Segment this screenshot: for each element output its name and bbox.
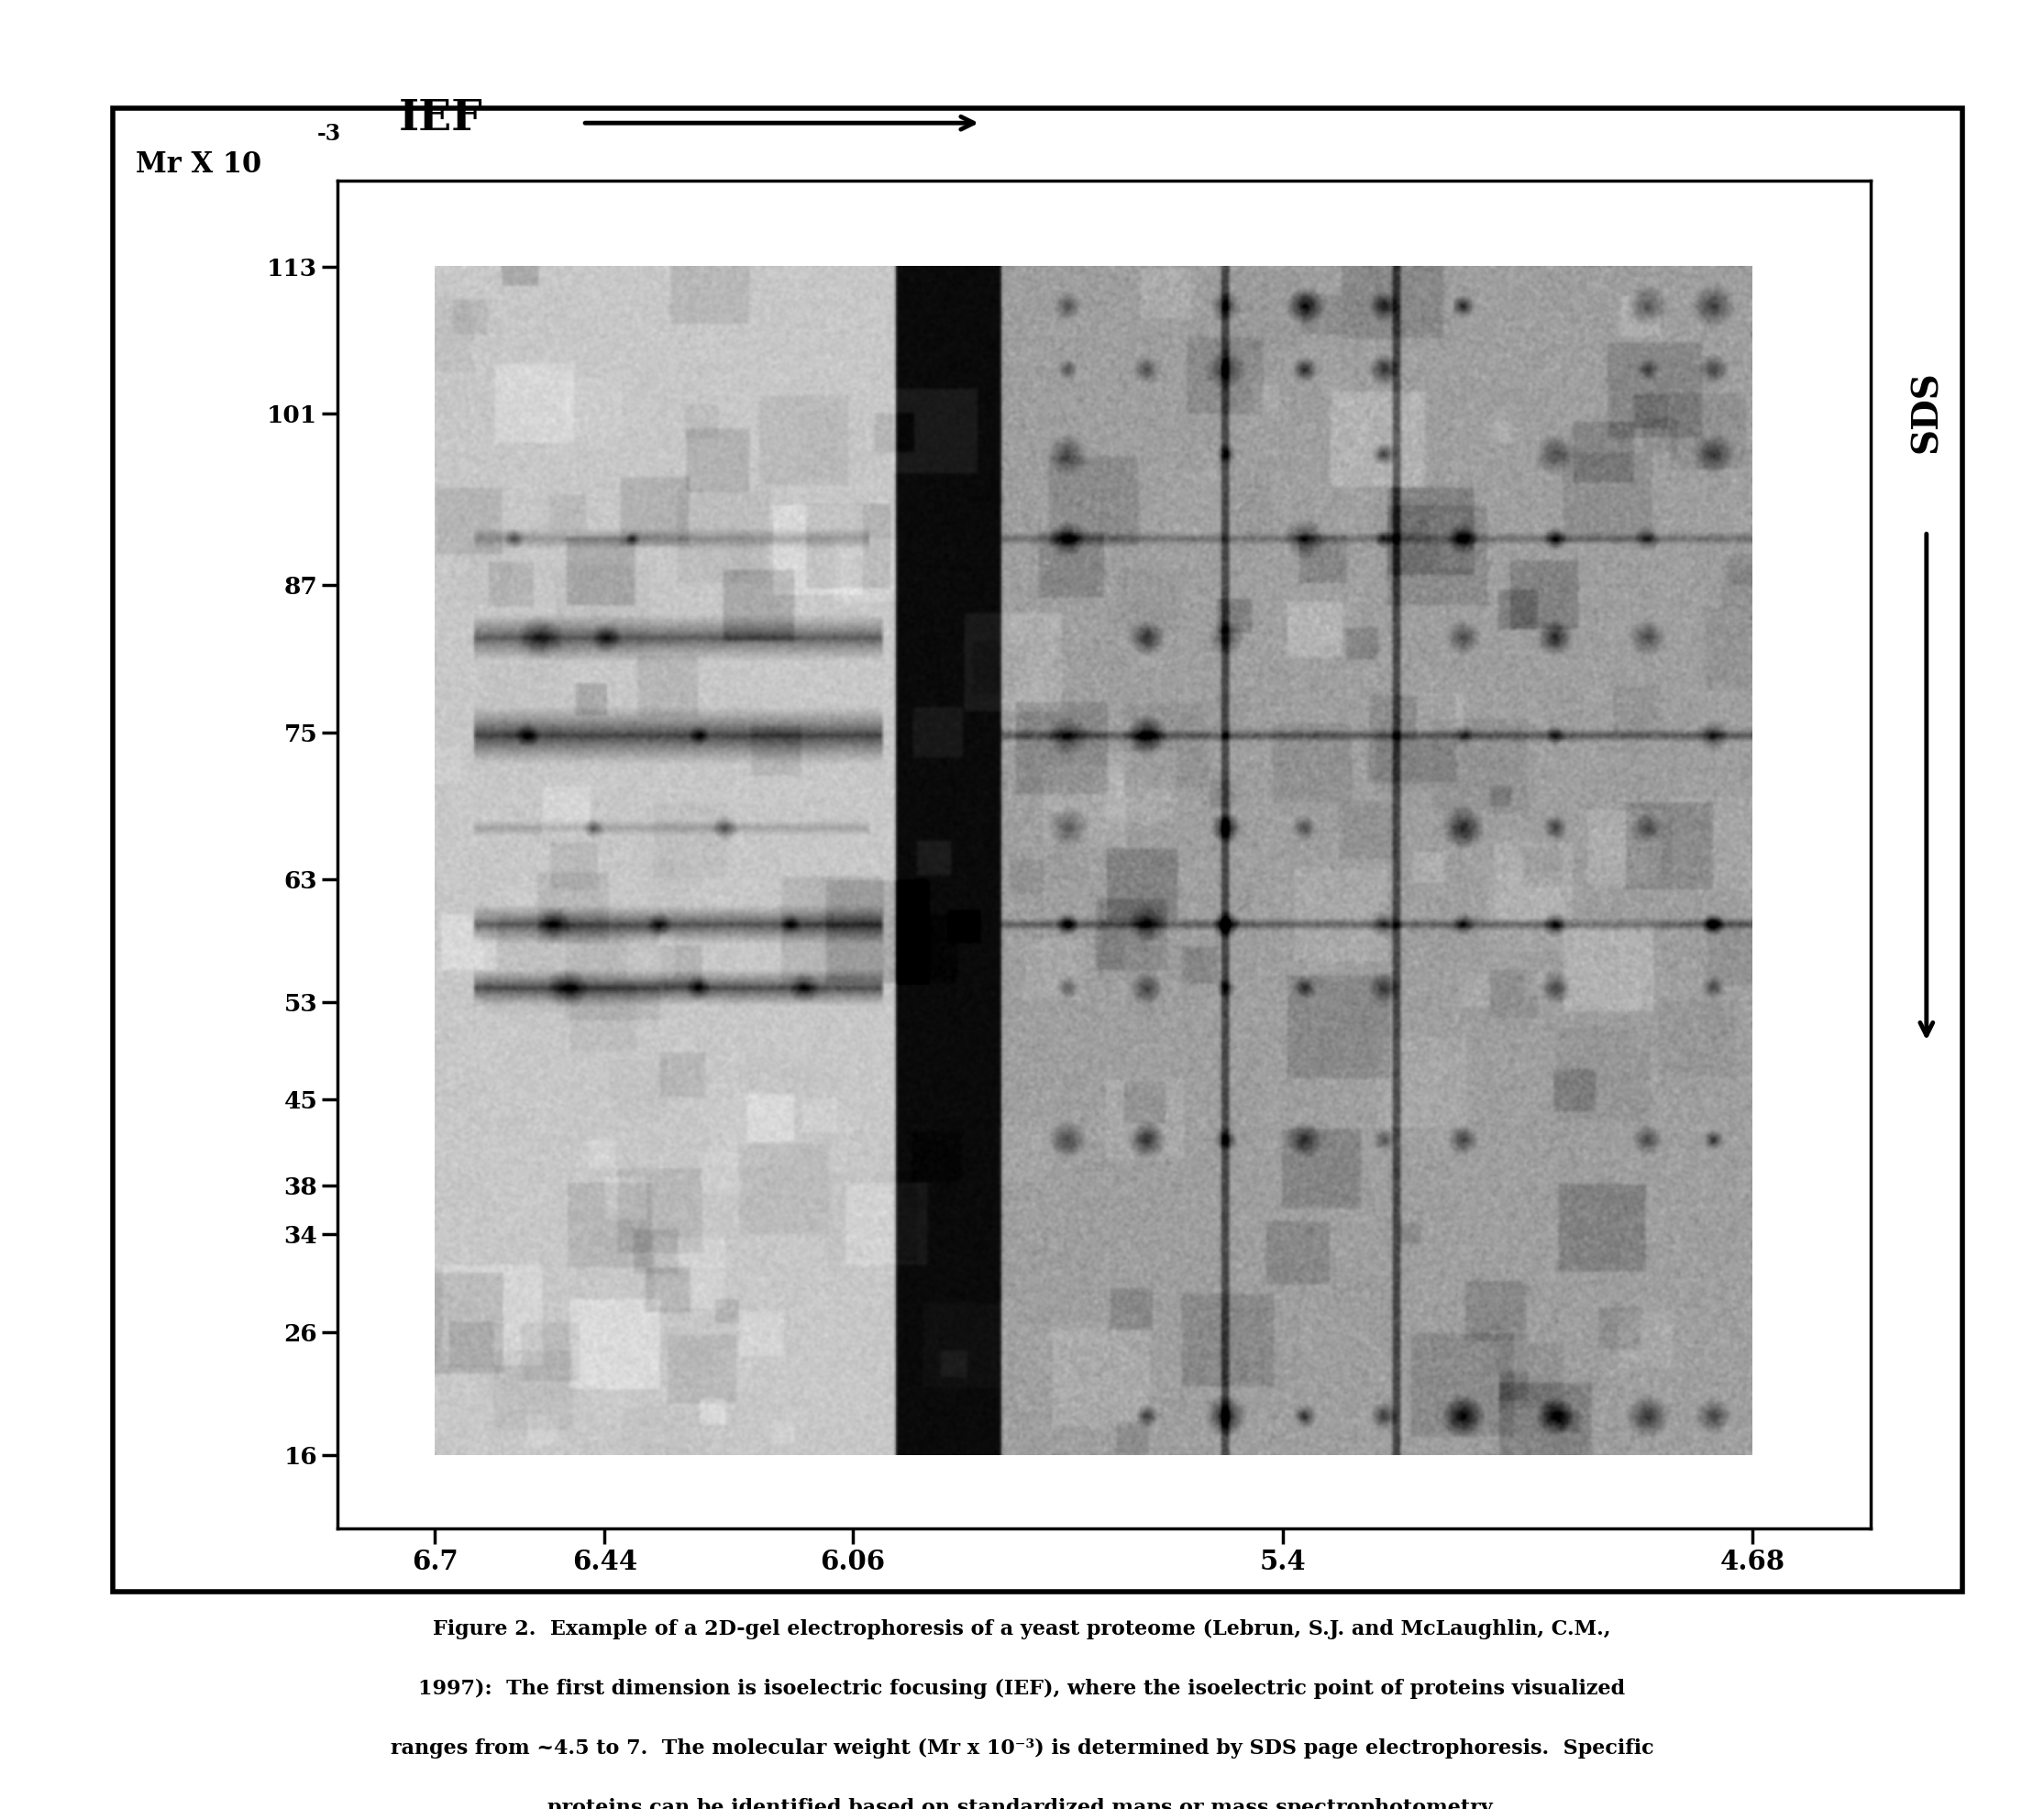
Text: -3: -3 <box>317 123 341 145</box>
Text: proteins can be identified based on standardized maps or mass spectrophotometry.: proteins can be identified based on stan… <box>548 1798 1496 1809</box>
Text: IEF: IEF <box>399 98 482 139</box>
Text: Mr X 10: Mr X 10 <box>135 150 262 179</box>
Text: ranges from ~4.5 to 7.  The molecular weight (Mr x 10⁻³) is determined by SDS pa: ranges from ~4.5 to 7. The molecular wei… <box>390 1738 1654 1758</box>
FancyBboxPatch shape <box>112 109 1962 1592</box>
Text: SDS: SDS <box>1909 371 1944 454</box>
Text: 1997):  The first dimension is isoelectric focusing (IEF), where the isoelectric: 1997): The first dimension is isoelectri… <box>419 1679 1625 1699</box>
Text: Figure 2.  Example of a 2D-gel electrophoresis of a yeast proteome (Lebrun, S.J.: Figure 2. Example of a 2D-gel electropho… <box>433 1619 1611 1639</box>
